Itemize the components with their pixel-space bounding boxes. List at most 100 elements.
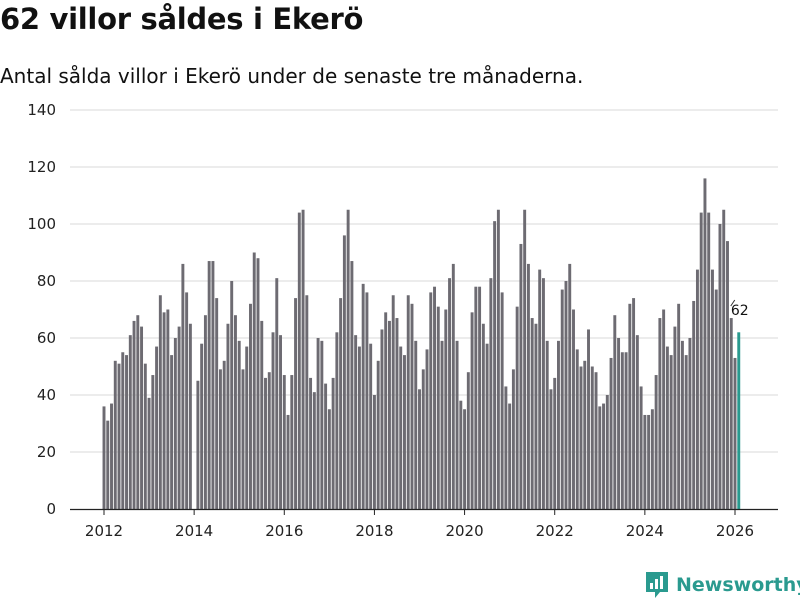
y-tick-label: 140 [27,101,56,119]
bar [726,241,729,509]
bar [324,383,328,509]
bar [680,340,684,509]
bar [722,209,726,509]
value-label-leader [730,299,736,307]
bar [523,209,527,509]
chart-subtitle: Antal sålda villor i Ekerö under de sena… [0,64,584,88]
last-value-label: 62 [731,303,749,319]
brand-logo: Newsworthy [644,570,800,600]
bar [564,281,568,509]
bar [406,295,410,509]
bar [173,338,177,509]
bar [233,315,237,509]
bar [309,377,313,509]
bar [541,278,545,509]
bar [703,178,707,509]
bar [264,377,267,509]
bar [162,312,166,509]
bar [624,352,628,509]
bar [429,292,433,509]
bar-highlight [737,332,741,509]
bar [237,340,241,509]
bar [534,323,538,509]
bar [200,343,204,509]
bar [249,303,252,509]
bar [102,406,106,509]
bar [151,375,155,509]
bar [110,403,113,509]
bar [128,335,132,509]
bar [365,292,369,509]
x-tick-label: 2024 [626,522,664,540]
bar [485,343,489,509]
bar [147,397,151,509]
bar [605,395,609,509]
bar [418,389,421,509]
bar [587,329,590,509]
bar [316,338,320,509]
y-tick-label: 0 [46,500,56,518]
bar [222,360,226,509]
chart-title: 62 villor såldes i Ekerö [0,2,364,36]
x-tick-label: 2018 [355,522,393,540]
bar [684,355,688,509]
bar [403,355,406,509]
bar [560,289,564,509]
bar [106,420,110,509]
bar [125,355,128,509]
bar [361,283,365,509]
bar [143,363,147,509]
bar [444,309,448,509]
bar [470,312,474,509]
bar [391,295,395,509]
bar [632,298,636,509]
bar [549,389,553,509]
bar [654,375,658,509]
bar [312,392,316,509]
bar [538,269,542,509]
bar [658,318,662,509]
bar [384,312,388,509]
bar [331,377,335,509]
x-tick-label: 2022 [536,522,574,540]
bar [211,261,215,509]
bar [196,380,200,509]
bar [132,320,136,509]
bar [729,318,733,509]
bar [526,263,530,509]
bar [688,338,692,509]
bar [357,346,361,509]
bar [271,332,275,509]
bar [297,212,301,509]
bar [256,258,260,509]
bar [572,309,575,509]
bar [718,224,722,509]
bar [530,318,534,509]
bar [369,343,373,509]
bar [425,349,429,509]
bar [665,346,669,509]
bar [350,261,354,509]
bar [245,346,249,509]
bar [545,340,549,509]
bar [647,414,651,509]
bar [515,306,519,509]
x-tick-label: 2020 [445,522,483,540]
bar [279,335,282,509]
y-tick-label: 20 [37,443,56,461]
bar [181,263,185,509]
bar [354,335,358,509]
bar [639,386,643,509]
bar [218,369,222,509]
bar [380,329,384,509]
bar [346,209,350,509]
newsworthy-logo-icon [646,572,668,598]
bar [511,369,515,509]
bar [436,306,440,509]
bar [635,335,639,509]
bar [320,340,324,509]
bar [376,360,380,509]
bar [695,269,699,509]
bar [335,332,339,509]
brand-name: Newsworthy [676,574,800,596]
